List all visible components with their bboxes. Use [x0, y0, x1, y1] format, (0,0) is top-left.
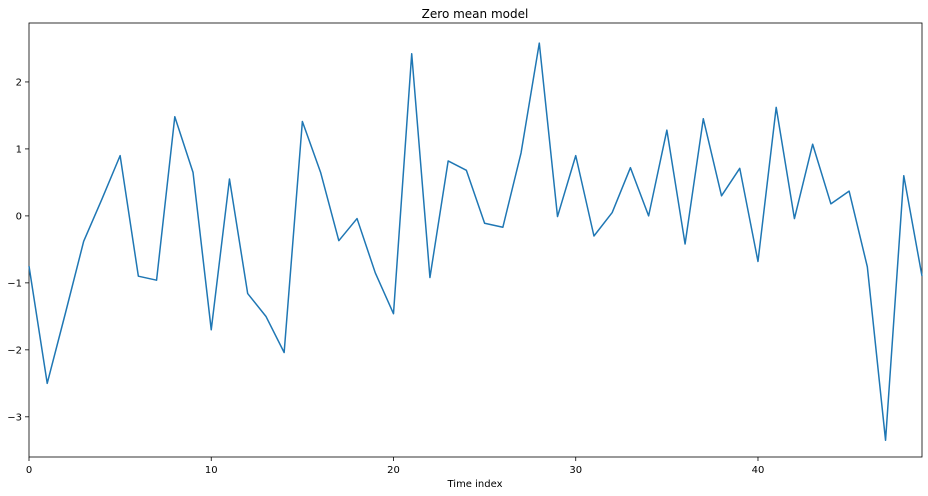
x-tick-label: 40	[752, 465, 765, 476]
plot-area	[28, 22, 923, 458]
y-tick-label: 2	[16, 77, 22, 88]
series-group	[28, 42, 923, 442]
x-tick-label: 20	[387, 465, 400, 476]
y-tick-label: −1	[7, 278, 22, 289]
chart-title: Zero mean model	[422, 7, 529, 21]
y-tick-label: −2	[7, 345, 22, 356]
series-line-0	[28, 42, 923, 442]
x-axis-label: Time index	[446, 479, 502, 490]
x-tick-label: 30	[569, 465, 582, 476]
y-tick-label: 0	[16, 211, 22, 222]
x-tick-label: 10	[205, 465, 218, 476]
x-axis: 0 10 20 30 40	[26, 457, 765, 476]
y-axis: −3 −2 −1 0 1 2	[7, 77, 29, 423]
x-tick-label: 0	[26, 465, 32, 476]
y-tick-label: −3	[7, 412, 22, 423]
y-tick-label: 1	[16, 144, 22, 155]
plot-frame	[28, 22, 923, 458]
